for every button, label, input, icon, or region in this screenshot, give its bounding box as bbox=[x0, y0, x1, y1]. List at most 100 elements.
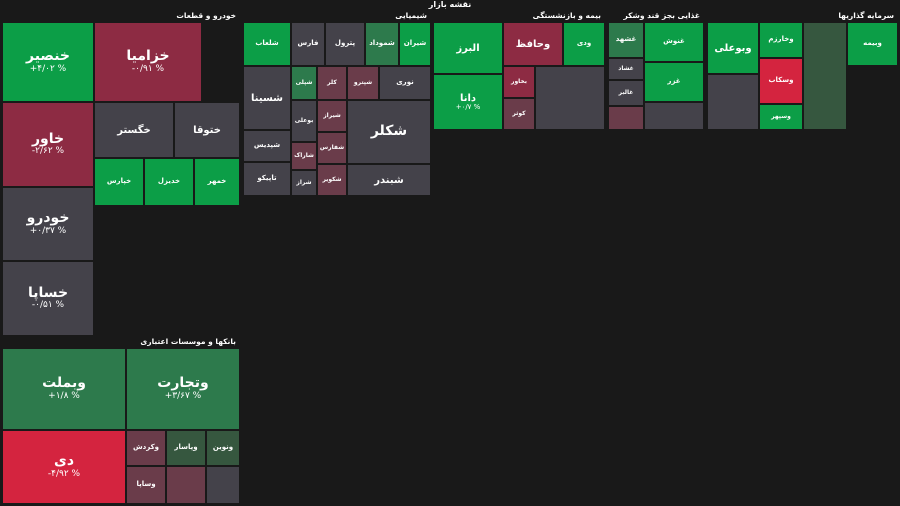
tile-خودرو[interactable]: خودرو +۰/۳۷ % bbox=[2, 187, 94, 261]
tile-شسینا[interactable]: شسینا bbox=[243, 66, 291, 130]
tile-شاراک[interactable]: شاراک bbox=[291, 142, 317, 170]
tile-tile[interactable] bbox=[608, 106, 644, 130]
tile-خاور[interactable]: خاور -۲/۶۲ % bbox=[2, 102, 94, 187]
tile-شپلی[interactable]: شپلی bbox=[291, 66, 317, 100]
tile-پترول[interactable]: پترول bbox=[325, 22, 365, 66]
tile-غالبر[interactable]: غالبر bbox=[608, 80, 644, 106]
tile-label: وبملت bbox=[42, 375, 86, 392]
tile-label: وسکاب bbox=[768, 76, 794, 85]
tile-label: غشاد bbox=[618, 64, 634, 72]
sector-title: شیمیایی bbox=[395, 11, 427, 20]
tile-label: خگستر bbox=[117, 124, 151, 136]
tile-شکویر[interactable]: شکویر bbox=[317, 164, 347, 196]
tile-خساپا[interactable]: خساپا -۰/۵۱ % bbox=[2, 261, 94, 336]
tile-label: شلعاب bbox=[255, 39, 279, 48]
tile-وبیمه[interactable]: وبیمه bbox=[847, 22, 898, 66]
tile-شیران[interactable]: شیران bbox=[399, 22, 431, 66]
tile-change: +۱/۸ % bbox=[48, 390, 80, 401]
tile-tile[interactable] bbox=[644, 102, 704, 130]
tile-خگستر[interactable]: خگستر bbox=[94, 102, 174, 158]
tile-وخارزم[interactable]: وخارزم bbox=[759, 22, 803, 58]
tile-label: وساپا bbox=[136, 480, 156, 489]
tile-label: وتجارت bbox=[157, 375, 209, 392]
tile-خنصیر[interactable]: خنصیر +۴/۰۲ % bbox=[2, 22, 94, 102]
tile-tile[interactable] bbox=[206, 466, 240, 504]
tile-کلر[interactable]: کلر bbox=[317, 66, 347, 100]
tile-label: ودی bbox=[576, 39, 592, 48]
tile-label: غالبر bbox=[618, 88, 634, 96]
tile-شراز[interactable]: شراز bbox=[291, 170, 317, 196]
tile-label: بوعلی bbox=[294, 116, 314, 124]
tile-label: بخاور bbox=[511, 77, 528, 85]
sector-title: خودرو و قطعات bbox=[176, 11, 236, 20]
tile-وساپا[interactable]: وساپا bbox=[126, 466, 166, 504]
tile-label: دانا bbox=[459, 92, 477, 104]
tile-کوثر[interactable]: کوثر bbox=[503, 98, 535, 130]
tile-label: شکویر bbox=[322, 175, 342, 183]
tile-وسکاب[interactable]: وسکاب bbox=[759, 58, 803, 104]
sector-title: بانکها و موسسات اعتباری bbox=[140, 337, 236, 346]
tile-فارس[interactable]: فارس bbox=[291, 22, 325, 66]
tile-tile[interactable] bbox=[803, 22, 847, 130]
tile-خپارس[interactable]: خپارس bbox=[94, 158, 144, 206]
tile-غزر[interactable]: غزر bbox=[644, 62, 704, 102]
tile-ودی[interactable]: ودی bbox=[563, 22, 605, 66]
tile-label: فارس bbox=[297, 39, 319, 48]
tile-label: خاور bbox=[31, 130, 65, 147]
tile-label: غشهد bbox=[615, 35, 637, 44]
tile-change: +۰/۳۷ % bbox=[29, 225, 67, 236]
tile-label: شفارس bbox=[319, 143, 345, 151]
tile-وپاسار[interactable]: وپاسار bbox=[166, 430, 206, 466]
tile-label: خدیزل bbox=[157, 177, 181, 186]
tile-label: وپاسار bbox=[174, 443, 198, 452]
market-map-title: نقشه بازار bbox=[428, 0, 472, 9]
tile-وسپهر[interactable]: وسپهر bbox=[759, 104, 803, 130]
tile-غشهد[interactable]: غشهد bbox=[608, 22, 644, 58]
tile-بخاور[interactable]: بخاور bbox=[503, 66, 535, 98]
tile-label: شپترو bbox=[353, 78, 373, 86]
tile-شپدیس[interactable]: شپدیس bbox=[243, 130, 291, 162]
tile-label: شکلر bbox=[370, 123, 408, 140]
sector-5: سرمایه گذاریها وبوعلی وخارزم وبیمه وسکاب وسپه… bbox=[707, 10, 898, 130]
tile-tile[interactable] bbox=[535, 66, 605, 130]
tile-tile[interactable] bbox=[166, 466, 206, 504]
tile-شموداد[interactable]: شموداد bbox=[365, 22, 399, 66]
tile-شکلر[interactable]: شکلر bbox=[347, 100, 431, 164]
tile-change: +۳/۶۷ % bbox=[164, 390, 202, 401]
tile-label: شموداد bbox=[369, 39, 395, 48]
tile-ونوین[interactable]: ونوین bbox=[206, 430, 240, 466]
tile-وتجارت[interactable]: وتجارت +۳/۶۷ % bbox=[126, 348, 240, 430]
tile-شپترو[interactable]: شپترو bbox=[347, 66, 379, 100]
tile-ختوقا[interactable]: ختوقا bbox=[174, 102, 240, 158]
tile-وکردش[interactable]: وکردش bbox=[126, 430, 166, 466]
tile-وبوعلی[interactable]: وبوعلی bbox=[707, 22, 759, 74]
tile-خمهر[interactable]: خمهر bbox=[194, 158, 240, 206]
tile-غشاد[interactable]: غشاد bbox=[608, 58, 644, 80]
tile-tile[interactable] bbox=[707, 74, 759, 130]
tile-شفارس[interactable]: شفارس bbox=[317, 132, 347, 164]
tile-غنوش[interactable]: غنوش bbox=[644, 22, 704, 62]
tile-البرز[interactable]: البرز bbox=[433, 22, 503, 74]
tile-وحافظ[interactable]: وحافظ bbox=[503, 22, 563, 66]
tile-label: کوثر bbox=[512, 109, 526, 117]
tile-label: خپارس bbox=[106, 177, 132, 186]
tile-label: غزر bbox=[667, 77, 681, 86]
tile-بوعلی[interactable]: بوعلی bbox=[291, 100, 317, 142]
tile-شلعاب[interactable]: شلعاب bbox=[243, 22, 291, 66]
tile-label: شپلی bbox=[295, 78, 313, 86]
sector-title: غذایی بجز قند وشکر bbox=[623, 11, 700, 20]
tile-change: -۲/۶۲ % bbox=[31, 146, 65, 157]
tile-دانا[interactable]: دانا +۰/۷ % bbox=[433, 74, 503, 130]
tile-نوری[interactable]: نوری bbox=[379, 66, 431, 100]
tile-label: شراز bbox=[296, 178, 312, 186]
tile-تاپیکو[interactable]: تاپیکو bbox=[243, 162, 291, 196]
tile-شبندر[interactable]: شبندر bbox=[347, 164, 431, 196]
tile-خدیزل[interactable]: خدیزل bbox=[144, 158, 194, 206]
sector-title: بیمه و بازنشستگی bbox=[532, 11, 601, 20]
tile-خزامیا[interactable]: خزامیا -۰/۹۱ % bbox=[94, 22, 202, 102]
tile-وبملت[interactable]: وبملت +۱/۸ % bbox=[2, 348, 126, 430]
tile-شیراز[interactable]: شیراز bbox=[317, 100, 347, 132]
tile-دی[interactable]: دی -۴/۹۲ % bbox=[2, 430, 126, 504]
sector-title: سرمایه گذاریها bbox=[838, 11, 894, 20]
